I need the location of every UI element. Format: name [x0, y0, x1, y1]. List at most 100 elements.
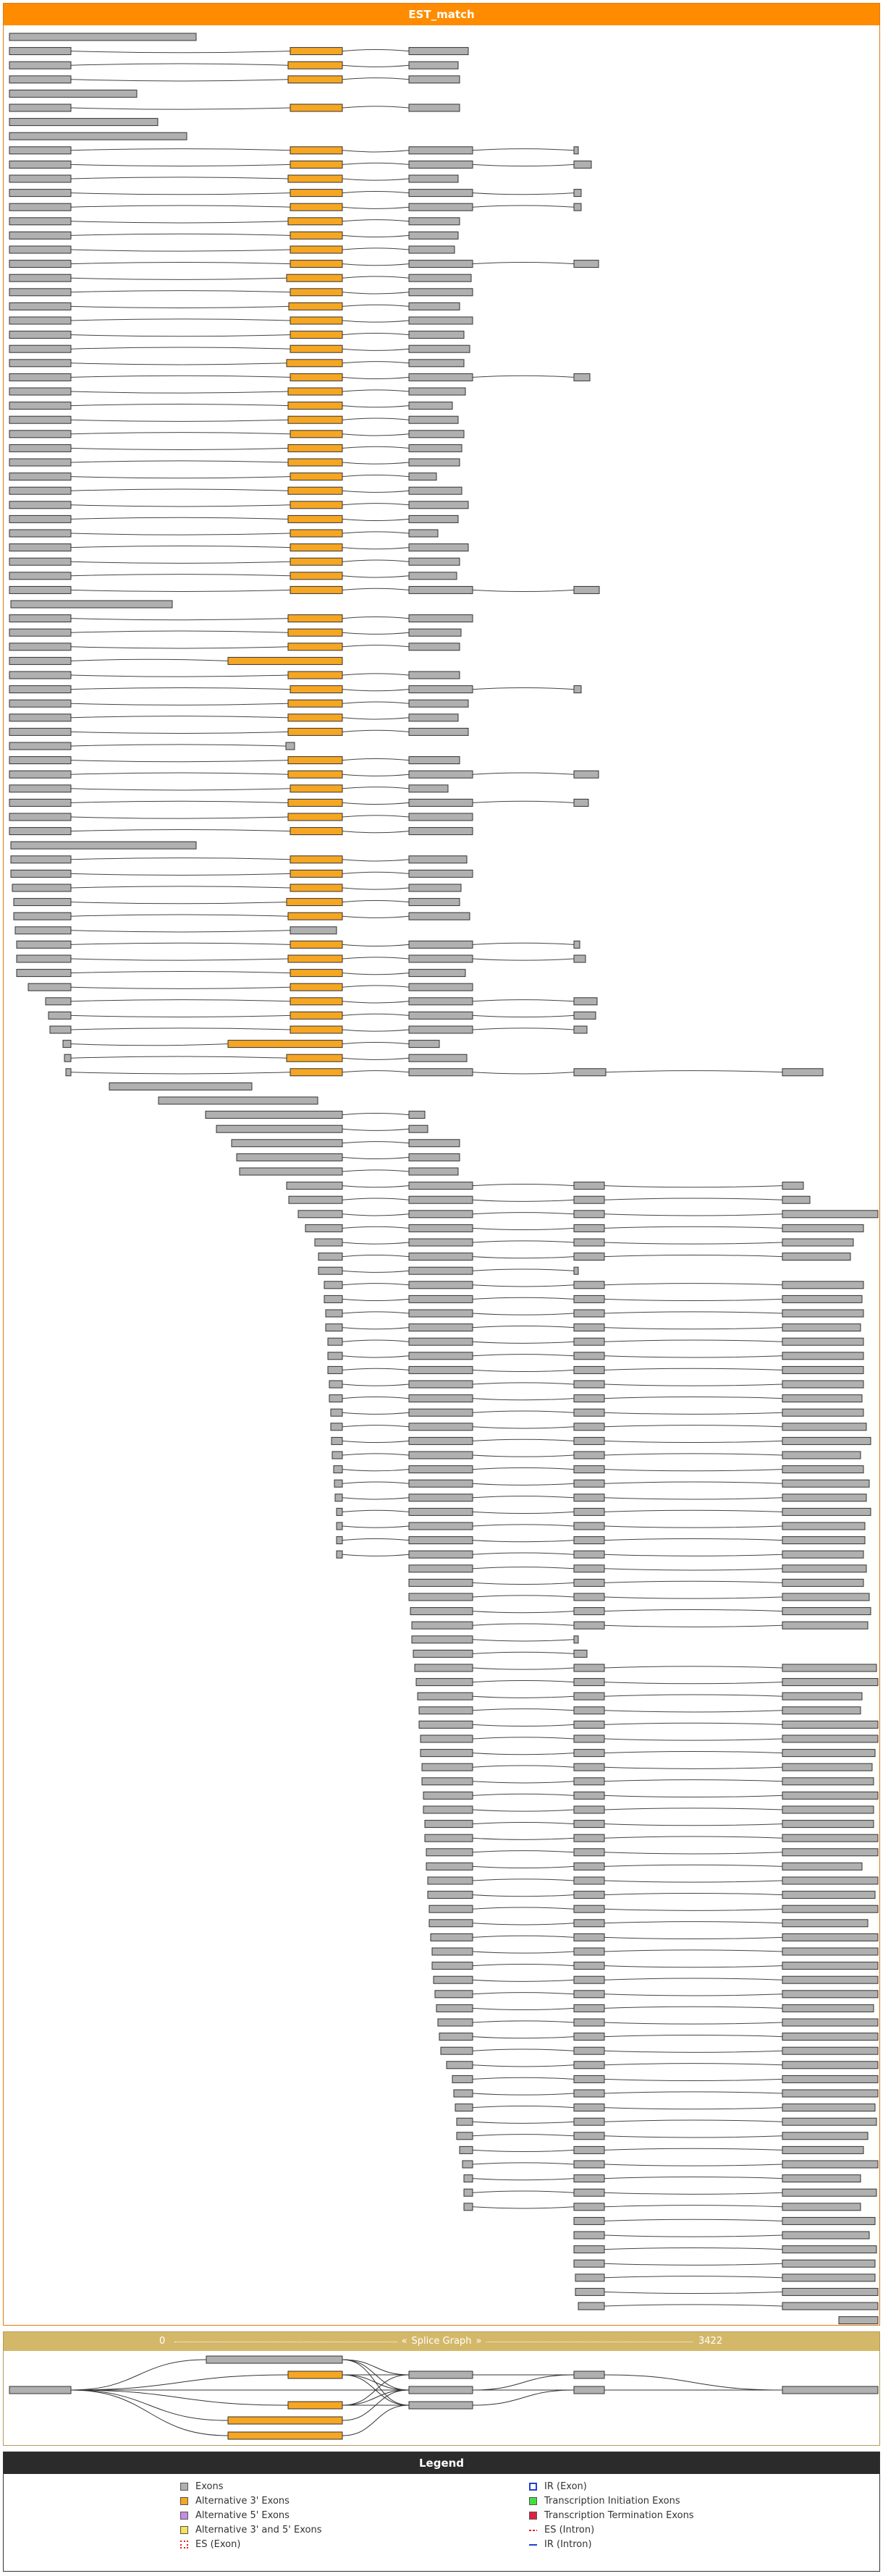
alt3-exon[interactable] — [290, 557, 343, 566]
exon[interactable] — [285, 742, 295, 750]
graph-exon[interactable] — [782, 2386, 879, 2394]
exon[interactable] — [408, 473, 437, 481]
exon[interactable] — [314, 1238, 343, 1247]
exon[interactable] — [423, 1791, 473, 1800]
exon[interactable] — [782, 2004, 874, 2012]
exon[interactable] — [782, 2245, 877, 2254]
exon[interactable] — [10, 600, 173, 609]
exon[interactable] — [408, 146, 473, 155]
exon[interactable] — [408, 1068, 473, 1077]
exon[interactable] — [408, 1167, 459, 1176]
exon[interactable] — [408, 756, 460, 765]
exon[interactable] — [462, 2160, 473, 2169]
exon[interactable] — [9, 231, 72, 240]
exon[interactable] — [408, 1139, 460, 1148]
exon[interactable] — [331, 1436, 343, 1445]
exon[interactable] — [9, 387, 72, 396]
exon[interactable] — [782, 2274, 876, 2282]
exon[interactable] — [782, 2203, 861, 2211]
exon[interactable] — [782, 2160, 879, 2169]
exon[interactable] — [336, 1507, 343, 1516]
exon[interactable] — [408, 231, 459, 240]
exon[interactable] — [408, 1266, 473, 1275]
exon[interactable] — [411, 1621, 473, 1630]
exon[interactable] — [9, 316, 72, 325]
exon[interactable] — [782, 1834, 879, 1842]
alt3-exon[interactable] — [286, 359, 343, 368]
alt3-exon[interactable] — [286, 898, 343, 907]
exon[interactable] — [408, 713, 459, 722]
exon[interactable] — [408, 331, 465, 339]
exon[interactable] — [9, 827, 72, 836]
exon[interactable] — [9, 444, 72, 452]
alt3-exon[interactable] — [290, 231, 343, 240]
exon[interactable] — [573, 940, 580, 949]
exon[interactable] — [573, 2145, 605, 2154]
exon[interactable] — [573, 1664, 605, 1672]
exon[interactable] — [782, 2231, 870, 2240]
exon[interactable] — [408, 1253, 473, 1261]
exon[interactable] — [427, 1891, 473, 1899]
alt3-exon[interactable] — [290, 430, 343, 438]
exon[interactable] — [433, 1975, 473, 1984]
alt3-exon[interactable] — [290, 344, 343, 353]
exon[interactable] — [334, 1494, 343, 1502]
exon[interactable] — [408, 1195, 473, 1204]
exon[interactable] — [9, 643, 72, 651]
exon[interactable] — [782, 2117, 877, 2126]
exon[interactable] — [573, 770, 599, 779]
exon[interactable] — [408, 827, 473, 836]
alt3-exon[interactable] — [287, 415, 343, 424]
exon[interactable] — [12, 884, 72, 892]
exon[interactable] — [408, 1011, 473, 1020]
graph-alt3-exon[interactable] — [287, 2401, 343, 2410]
exon[interactable] — [573, 1309, 605, 1318]
exon[interactable] — [573, 1025, 588, 1034]
exon[interactable] — [573, 1962, 605, 1970]
exon[interactable] — [573, 585, 600, 594]
alt3-exon[interactable] — [290, 529, 343, 538]
exon[interactable] — [573, 2259, 605, 2268]
exon[interactable] — [297, 1210, 343, 1219]
exon[interactable] — [408, 685, 473, 694]
exon[interactable] — [436, 2004, 473, 2012]
exon[interactable] — [408, 387, 466, 396]
exon[interactable] — [573, 1862, 605, 1870]
exon[interactable] — [782, 1678, 879, 1687]
graph-exon[interactable] — [408, 2401, 473, 2410]
exon[interactable] — [408, 1337, 473, 1346]
exon[interactable] — [782, 1195, 811, 1204]
exon[interactable] — [573, 1692, 605, 1700]
exon[interactable] — [408, 1295, 473, 1303]
exon[interactable] — [408, 245, 455, 254]
exon[interactable] — [9, 118, 159, 127]
exon[interactable] — [9, 656, 72, 665]
exon[interactable] — [9, 146, 72, 155]
exon[interactable] — [408, 61, 459, 69]
exon[interactable] — [9, 344, 72, 353]
exon[interactable] — [782, 1224, 864, 1232]
exon[interactable] — [9, 514, 72, 523]
exon[interactable] — [573, 1550, 605, 1559]
exon[interactable] — [9, 174, 72, 183]
exon[interactable] — [782, 2046, 879, 2055]
exon[interactable] — [573, 1195, 605, 1204]
exon[interactable] — [782, 1507, 871, 1516]
exon[interactable] — [9, 671, 72, 679]
alt3-exon[interactable] — [287, 671, 343, 679]
exon[interactable] — [408, 1224, 473, 1232]
alt3-exon[interactable] — [290, 983, 343, 991]
alt3-exon[interactable] — [290, 543, 343, 552]
exon[interactable] — [327, 1352, 343, 1360]
exon[interactable] — [408, 174, 459, 183]
exon[interactable] — [408, 572, 457, 580]
exon[interactable] — [573, 1423, 605, 1431]
alt3-exon[interactable] — [287, 458, 343, 467]
exon[interactable] — [408, 260, 473, 268]
exon[interactable] — [9, 713, 72, 722]
exon[interactable] — [573, 1990, 605, 1999]
exon[interactable] — [782, 1749, 876, 1758]
exon[interactable] — [782, 1891, 876, 1899]
exon[interactable] — [415, 1678, 473, 1687]
exon[interactable] — [573, 1848, 605, 1857]
